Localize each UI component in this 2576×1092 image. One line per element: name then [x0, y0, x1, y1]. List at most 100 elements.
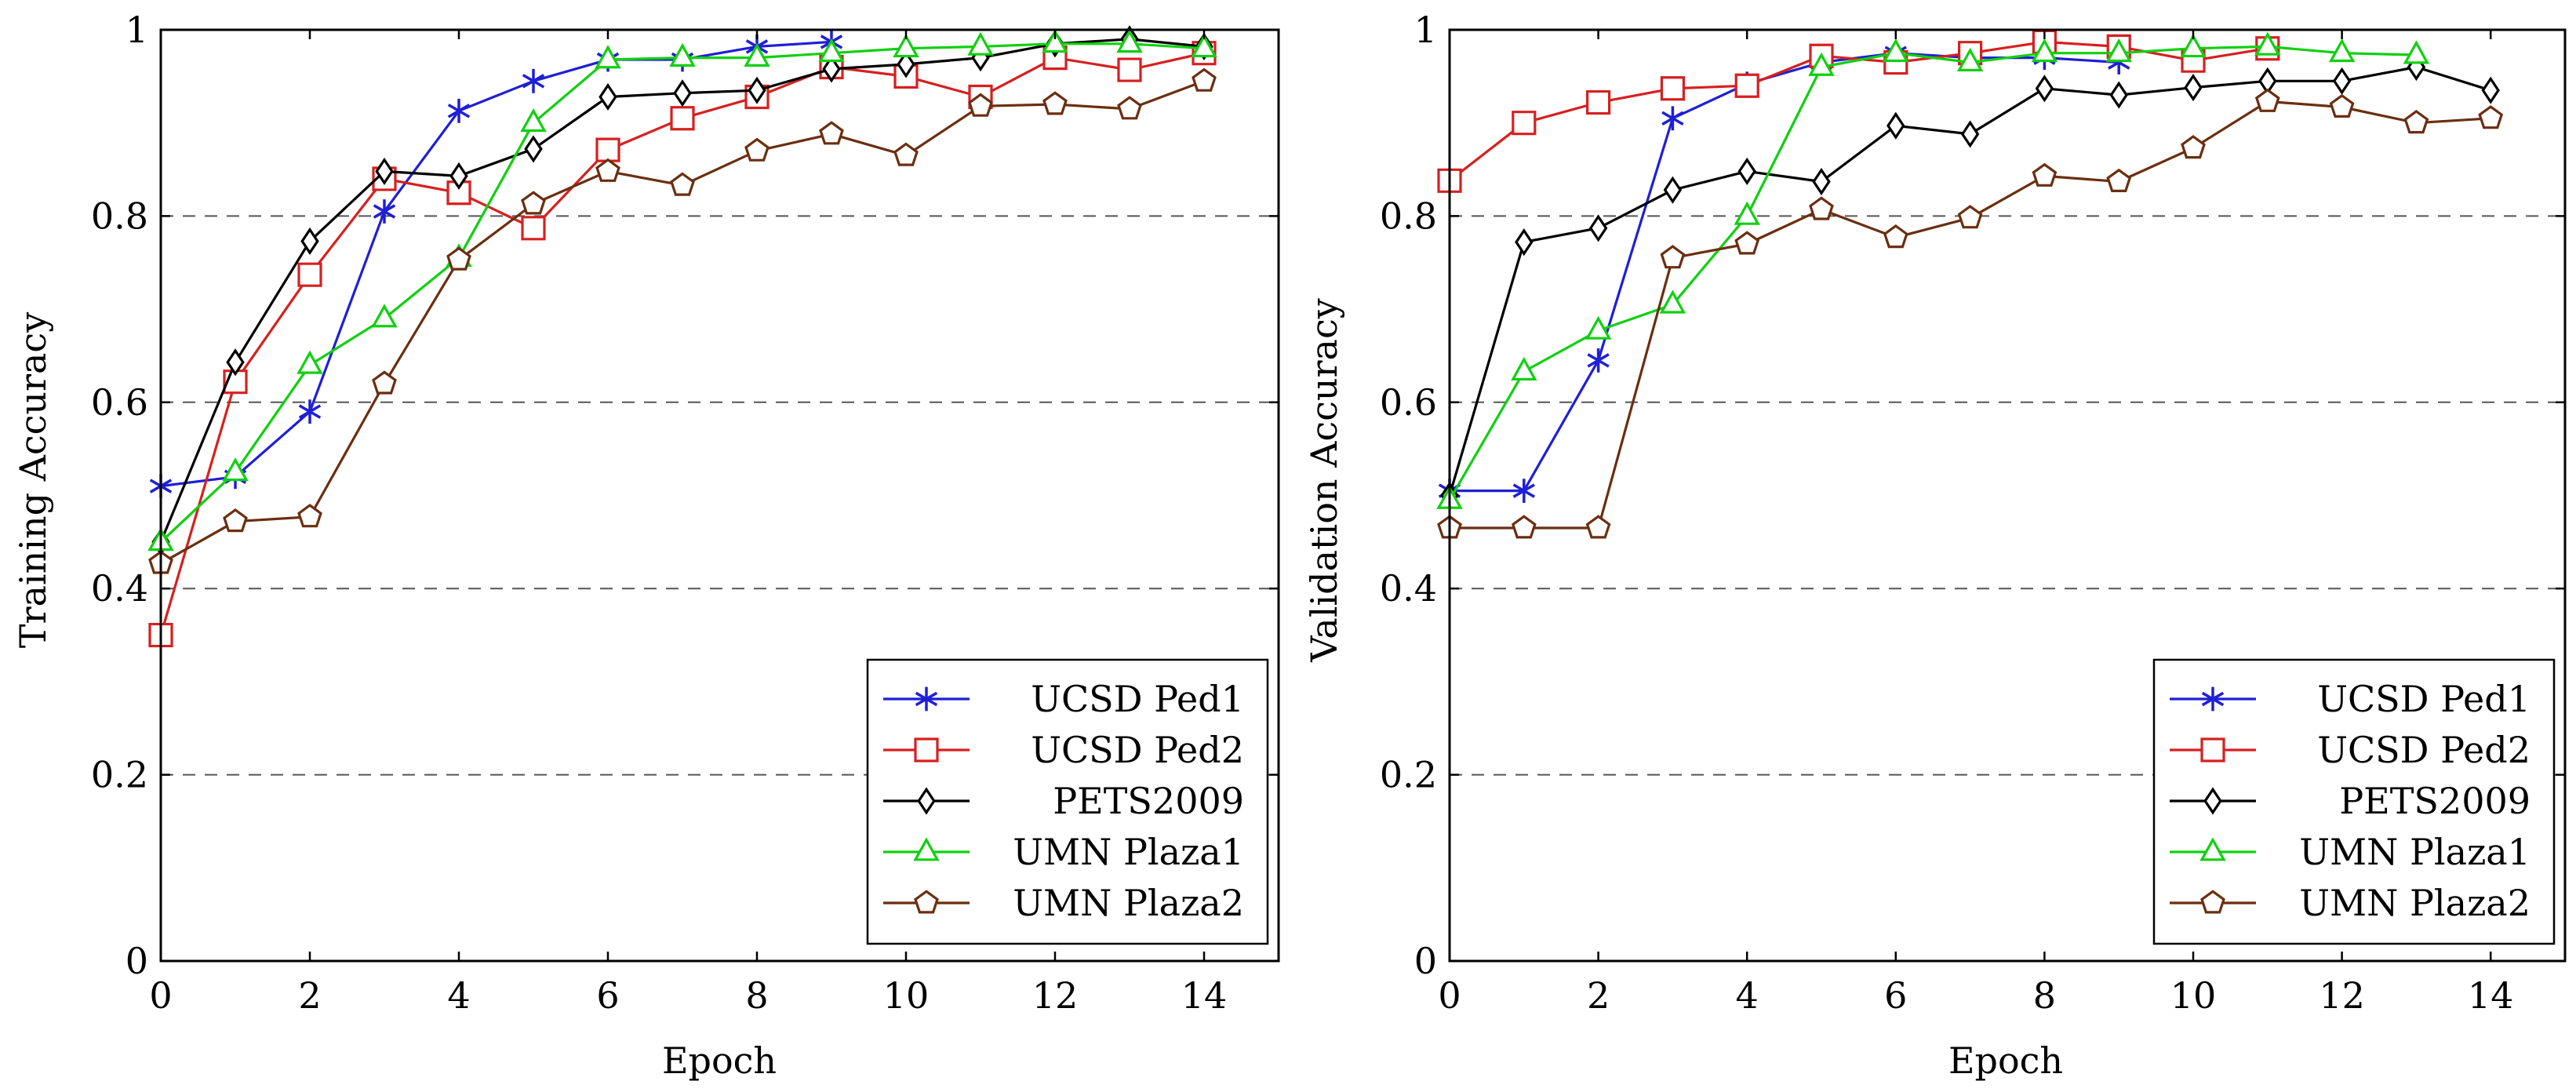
- data-point: [2035, 75, 2054, 103]
- data-point: [599, 82, 617, 111]
- data-point: [1587, 348, 1610, 373]
- legend-marker: [2203, 787, 2222, 815]
- legend-label: UMN Plaza2: [1013, 882, 1244, 924]
- data-point: [1042, 29, 1068, 53]
- data-point: [897, 50, 915, 78]
- series-umn-plaza1: [1436, 31, 2430, 509]
- y-tick-label: 1: [1414, 9, 1437, 51]
- data-point: [1117, 57, 1142, 82]
- data-point: [2180, 34, 2207, 58]
- data-point: [1660, 76, 1685, 101]
- x-tick-label: 4: [447, 974, 470, 1017]
- data-point: [2031, 38, 2058, 63]
- data-point: [1585, 515, 1611, 539]
- series-ucsd-ped1: [1438, 41, 2130, 503]
- data-point: [670, 106, 695, 131]
- y-tick-label: 0: [126, 940, 148, 982]
- data-point: [1588, 214, 1608, 242]
- data-point: [1512, 479, 1535, 503]
- series-line: [1450, 52, 2119, 493]
- data-point: [819, 121, 844, 145]
- legend-item: UCSD Ped1: [2170, 678, 2531, 720]
- data-point: [521, 191, 546, 215]
- data-point: [968, 93, 993, 117]
- y-tick-label: 0.4: [91, 567, 148, 610]
- data-point: [1191, 34, 1217, 58]
- data-point: [1737, 157, 1756, 186]
- data-point: [2105, 38, 2132, 63]
- data-point: [300, 227, 319, 256]
- series-ucsd-ped1: [149, 30, 843, 498]
- legend-item: UCSD Ped2: [2170, 729, 2531, 771]
- data-point: [744, 42, 770, 67]
- legend-item: UMN Plaza1: [883, 831, 1244, 873]
- legend-marker: [915, 686, 938, 712]
- data-point: [372, 370, 397, 395]
- legend-label: PETS2009: [1053, 780, 1244, 822]
- data-point: [1511, 356, 1537, 381]
- x-tick-label: 8: [745, 974, 768, 1017]
- data-point: [669, 42, 696, 67]
- x-tick-label: 14: [2468, 974, 2514, 1017]
- chart-validation-accuracy: 0 2 4 6 8 10 12 14 0 0.2 0.4 0.6 0.8 1 Epoch Validati…: [1303, 9, 2567, 1082]
- legend: UCSD Ped1 UCSD Ped2 PETS2009 UMN Plaza1 UMN …: [866, 658, 1269, 945]
- data-point: [297, 350, 323, 374]
- legend-label: UMN Plaza1: [1013, 831, 1244, 873]
- data-point: [298, 399, 322, 424]
- x-tick-label: 0: [149, 974, 172, 1017]
- legend-label: UCSD Ped2: [1031, 729, 1244, 771]
- data-point: [822, 55, 841, 83]
- data-point: [2332, 67, 2352, 95]
- data-point: [1512, 111, 1537, 136]
- data-point: [595, 158, 620, 182]
- plot-frame: [159, 28, 1280, 963]
- data-point: [446, 246, 471, 271]
- legend-marker: [2199, 837, 2226, 861]
- legend-item: PETS2009: [2170, 780, 2531, 822]
- legend-label: UMN Plaza2: [2299, 882, 2531, 924]
- data-point: [2403, 40, 2430, 64]
- legend-label: PETS2009: [2339, 780, 2531, 822]
- data-point: [520, 108, 547, 133]
- legend-marker: [914, 737, 939, 763]
- series-line: [160, 79, 1205, 565]
- series-umn-plaza2: [1437, 88, 2504, 539]
- series-line: [160, 40, 832, 488]
- legend-label: UMN Plaza1: [2299, 831, 2531, 873]
- legend-item: UCSD Ped2: [883, 729, 1244, 771]
- data-point: [1808, 52, 1835, 76]
- legend-marker: [2200, 737, 2225, 763]
- data-point: [226, 348, 245, 377]
- y-tick-label: 0.4: [1380, 567, 1437, 610]
- x-tick-label: 10: [883, 974, 930, 1017]
- x-tick-label: 8: [2033, 974, 2056, 1017]
- data-point: [2181, 135, 2206, 159]
- data-point: [2403, 110, 2429, 134]
- data-point: [1957, 205, 1983, 229]
- legend-label: UCSD Ped1: [2317, 678, 2531, 720]
- y-tick-label: 0: [1414, 940, 1437, 982]
- data-point: [1887, 111, 1905, 140]
- data-point: [524, 135, 543, 163]
- data-point: [371, 304, 398, 328]
- data-point: [2329, 93, 2355, 118]
- data-point: [818, 38, 845, 63]
- data-point: [1956, 47, 1984, 71]
- data-point: [1192, 67, 1217, 92]
- data-point: [1812, 167, 1831, 196]
- data-point: [595, 137, 620, 162]
- data-point: [1960, 120, 1980, 148]
- data-point: [1116, 29, 1143, 53]
- data-point: [1511, 515, 1537, 539]
- series-line: [1450, 100, 2491, 530]
- data-point: [1734, 201, 1760, 225]
- data-point: [967, 31, 994, 56]
- x-tick-label: 6: [1884, 974, 1907, 1017]
- legend-item: UCSD Ped1: [883, 678, 1244, 720]
- data-point: [1883, 224, 1908, 249]
- series-umn-plaza2: [148, 67, 1217, 574]
- x-tick-label: 12: [2319, 974, 2365, 1017]
- data-point: [522, 68, 545, 93]
- data-point: [1661, 106, 1684, 131]
- x-tick-label: 2: [1587, 974, 1610, 1017]
